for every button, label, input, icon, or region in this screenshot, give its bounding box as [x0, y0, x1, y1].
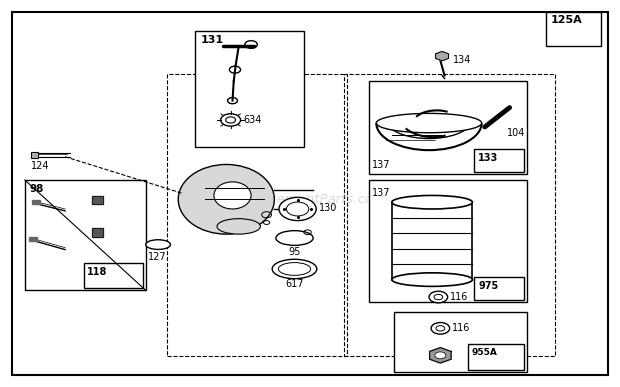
Text: 130: 130 — [319, 203, 338, 213]
Bar — [167, 74, 347, 356]
Ellipse shape — [392, 273, 472, 286]
Bar — [84, 263, 143, 288]
Text: 137: 137 — [372, 188, 391, 198]
Text: 137: 137 — [372, 160, 391, 170]
Ellipse shape — [217, 219, 260, 234]
Bar — [369, 81, 527, 174]
Text: 955A: 955A — [472, 348, 498, 357]
Circle shape — [435, 352, 446, 359]
Ellipse shape — [146, 240, 170, 250]
Ellipse shape — [276, 231, 313, 245]
Text: 116: 116 — [450, 292, 468, 302]
Circle shape — [429, 291, 448, 303]
Text: 104: 104 — [507, 128, 525, 138]
Ellipse shape — [179, 164, 274, 234]
Text: 634: 634 — [243, 115, 262, 125]
Text: 118: 118 — [87, 267, 108, 277]
Bar — [369, 180, 527, 302]
Circle shape — [431, 322, 450, 334]
Text: 975: 975 — [478, 281, 498, 291]
Text: 116: 116 — [451, 323, 470, 333]
Text: ReplacementParts.com: ReplacementParts.com — [233, 193, 387, 206]
Bar — [394, 312, 527, 372]
Bar — [195, 31, 304, 147]
Ellipse shape — [392, 195, 472, 209]
Bar — [344, 74, 555, 356]
Bar — [92, 196, 103, 204]
Polygon shape — [430, 348, 451, 363]
Bar — [468, 344, 524, 370]
Text: 95: 95 — [288, 247, 301, 257]
Bar — [474, 149, 524, 172]
Bar — [32, 200, 40, 204]
Text: 617: 617 — [285, 279, 304, 289]
Bar — [31, 152, 38, 158]
Bar — [25, 180, 146, 290]
Text: 124: 124 — [31, 161, 50, 171]
Text: 98: 98 — [30, 184, 44, 194]
Bar — [474, 277, 524, 300]
Bar — [92, 228, 103, 237]
Bar — [92, 228, 103, 237]
Bar — [29, 237, 37, 241]
Ellipse shape — [376, 113, 482, 133]
Ellipse shape — [214, 182, 251, 209]
Bar — [92, 196, 103, 204]
Text: 127: 127 — [148, 252, 166, 262]
Bar — [31, 152, 38, 158]
Circle shape — [279, 197, 316, 221]
Bar — [546, 12, 601, 46]
Text: 133: 133 — [478, 153, 498, 163]
Ellipse shape — [272, 259, 317, 279]
Text: 125A: 125A — [551, 15, 582, 26]
Bar — [392, 202, 472, 279]
Text: 134: 134 — [453, 55, 471, 65]
Text: 131: 131 — [200, 35, 223, 45]
